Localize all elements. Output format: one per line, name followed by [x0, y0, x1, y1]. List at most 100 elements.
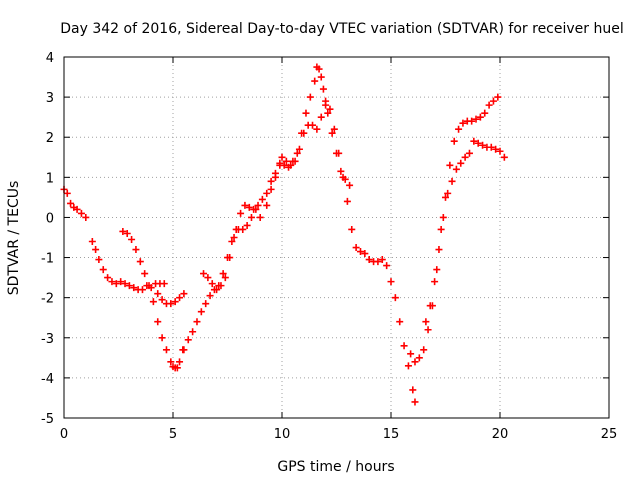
- data-point: [476, 113, 484, 121]
- data-point: [63, 189, 71, 197]
- data-point: [489, 97, 497, 105]
- data-point: [158, 334, 166, 342]
- data-point: [221, 274, 229, 282]
- data-point: [173, 364, 181, 372]
- data-point: [448, 177, 456, 185]
- data-point: [206, 292, 214, 300]
- data-point: [459, 119, 467, 127]
- data-point: [267, 177, 275, 185]
- data-point: [492, 145, 500, 153]
- data-point: [180, 346, 188, 354]
- y-tick-label: 2: [46, 131, 54, 146]
- data-point: [280, 161, 288, 169]
- y-axis-label: SDTVAR / TECUs: [6, 181, 22, 296]
- data-series: [278, 101, 419, 406]
- data-point: [132, 246, 140, 254]
- data-point: [130, 284, 138, 292]
- data-point: [276, 159, 284, 167]
- data-point: [465, 149, 473, 157]
- data-series: [60, 185, 90, 221]
- y-tick-label: -2: [41, 292, 54, 307]
- data-point: [145, 282, 153, 290]
- data-point: [335, 149, 343, 157]
- data-point: [433, 266, 441, 274]
- data-point: [481, 109, 489, 117]
- y-tick-label: 3: [46, 91, 54, 106]
- x-tick-label: 15: [383, 427, 400, 442]
- data-point: [228, 238, 236, 246]
- data-point: [95, 256, 103, 264]
- plot-frame: [63, 56, 610, 419]
- data-point: [411, 398, 419, 406]
- data-series: [154, 290, 188, 308]
- data-point: [217, 282, 225, 290]
- data-point: [422, 318, 430, 326]
- data-point: [258, 195, 266, 203]
- data-point: [461, 153, 469, 161]
- data-point: [343, 197, 351, 205]
- data-point: [141, 270, 149, 278]
- data-point: [293, 149, 301, 157]
- data-point: [319, 85, 327, 93]
- data-point: [317, 73, 325, 81]
- data-point: [243, 221, 251, 229]
- data-series: [180, 161, 284, 354]
- data-point: [361, 250, 369, 258]
- data-point: [154, 318, 162, 326]
- data-point: [356, 248, 364, 256]
- y-tick-label: 0: [46, 211, 54, 226]
- data-point: [247, 213, 255, 221]
- data-point: [496, 147, 504, 155]
- data-point: [455, 125, 463, 133]
- data-point: [123, 229, 131, 237]
- data-point: [67, 199, 75, 207]
- grid-lines: [64, 57, 609, 418]
- data-point: [82, 213, 90, 221]
- data-point: [92, 246, 100, 254]
- data-point: [309, 121, 317, 129]
- data-point: [396, 318, 404, 326]
- data-point: [374, 258, 382, 266]
- data-point: [424, 326, 432, 334]
- data-point: [219, 270, 227, 278]
- data-point: [446, 161, 454, 169]
- data-point: [494, 93, 502, 101]
- data-point: [479, 141, 487, 149]
- data-point: [208, 280, 216, 288]
- data-point: [149, 298, 157, 306]
- data-point: [400, 342, 408, 350]
- data-point: [171, 298, 179, 306]
- data-point: [263, 189, 271, 197]
- data-point: [378, 256, 386, 264]
- data-point: [202, 300, 210, 308]
- data-point: [176, 294, 184, 302]
- data-point: [282, 157, 290, 165]
- data-point: [99, 266, 107, 274]
- data-point: [108, 278, 116, 286]
- data-series: [422, 137, 508, 326]
- data-point: [306, 93, 314, 101]
- data-point: [324, 109, 332, 117]
- data-point: [468, 117, 476, 125]
- data-point: [328, 129, 336, 137]
- data-point: [180, 290, 188, 298]
- data-point: [226, 254, 234, 262]
- data-point: [77, 209, 85, 217]
- data-point: [474, 139, 482, 147]
- data-point: [439, 213, 447, 221]
- data-point: [167, 358, 175, 366]
- data-points: [60, 63, 508, 406]
- data-point: [104, 274, 112, 282]
- data-point: [167, 300, 175, 308]
- data-point: [470, 137, 478, 145]
- data-point: [431, 278, 439, 286]
- data-point: [302, 109, 310, 117]
- data-point: [237, 209, 245, 217]
- data-point: [500, 153, 508, 161]
- data-point: [426, 302, 434, 310]
- data-point: [287, 161, 295, 169]
- data-point: [420, 346, 428, 354]
- data-point: [263, 201, 271, 209]
- data-point: [437, 225, 445, 233]
- axis-ticks: 0 5 10 15 20 25 -5 -4 -3 -2 -1 0 1 2 3 4: [41, 51, 617, 442]
